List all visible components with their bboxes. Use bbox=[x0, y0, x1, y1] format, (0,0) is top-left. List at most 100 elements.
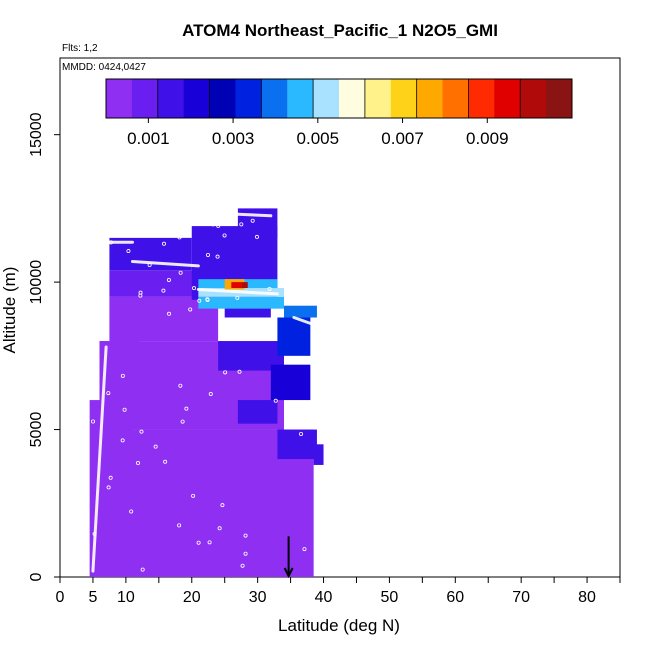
sample-point bbox=[106, 391, 111, 396]
y-tick-label: 0 bbox=[28, 572, 45, 581]
sample-point bbox=[192, 286, 197, 291]
sample-point bbox=[147, 263, 152, 268]
colorbar-border bbox=[105, 78, 573, 119]
x-tick-label: 50 bbox=[381, 589, 399, 606]
sample-point bbox=[210, 222, 215, 227]
sample-point bbox=[184, 406, 189, 411]
heatmap-cell bbox=[198, 296, 284, 309]
sample-point bbox=[166, 277, 171, 282]
y-axis-label: Altitude (m) bbox=[0, 267, 19, 354]
colorbar-tick-label: 0.001 bbox=[127, 129, 170, 148]
sample-point bbox=[122, 407, 127, 412]
colorbar-swatch bbox=[235, 79, 262, 118]
x-tick-label: 20 bbox=[183, 589, 201, 606]
x-tick-label: 70 bbox=[512, 589, 530, 606]
x-axis: 0 5 10 20 30 40 50 60 70 80 bbox=[56, 577, 621, 606]
sample-point bbox=[135, 461, 140, 466]
flight-tracks bbox=[91, 212, 312, 573]
x-tick-label: 10 bbox=[117, 589, 135, 606]
colorbar-swatch bbox=[442, 79, 469, 118]
sample-point bbox=[254, 234, 259, 239]
sample-point bbox=[205, 297, 210, 302]
x-tick-label: 30 bbox=[249, 589, 267, 606]
sample-point bbox=[197, 298, 202, 303]
sample-point bbox=[92, 236, 97, 241]
sample-point bbox=[129, 509, 134, 514]
x-tick-label: 40 bbox=[315, 589, 333, 606]
sample-point bbox=[163, 459, 168, 464]
sample-point bbox=[139, 429, 144, 434]
heatmap-cell bbox=[277, 317, 311, 356]
sample-point bbox=[153, 444, 158, 449]
colorbar-swatch bbox=[157, 79, 185, 118]
sample-point bbox=[140, 567, 145, 572]
y-tick-label: 5000 bbox=[28, 412, 45, 448]
sample-point bbox=[235, 295, 240, 300]
sample-point bbox=[217, 526, 222, 531]
sample-point bbox=[138, 290, 143, 295]
heatmap-cell bbox=[237, 208, 278, 238]
heatmap-cell bbox=[270, 364, 311, 401]
sample-point bbox=[120, 373, 125, 378]
sample-point bbox=[243, 533, 248, 538]
colorbar-swatch bbox=[390, 79, 418, 118]
flight-track bbox=[236, 212, 273, 218]
colorbar-swatch bbox=[131, 79, 159, 118]
sample-point bbox=[299, 431, 304, 436]
y-tick-label: 15000 bbox=[28, 112, 45, 157]
colorbar-swatch bbox=[261, 79, 288, 118]
sample-point bbox=[267, 287, 272, 292]
sample-point bbox=[106, 485, 111, 490]
chart-title: ATOM4 Northeast_Pacific_1 N2O5_GMI bbox=[182, 21, 498, 40]
sample-point bbox=[243, 551, 248, 556]
sample-point bbox=[215, 254, 220, 259]
heatmap-cell bbox=[277, 429, 317, 460]
sample-point bbox=[178, 383, 183, 388]
heatmap-cell bbox=[284, 305, 317, 318]
sample-point bbox=[191, 493, 196, 498]
sample-point bbox=[104, 298, 109, 303]
colorbar-swatch bbox=[287, 79, 314, 118]
heatmap-cell bbox=[237, 400, 278, 424]
colorbar-swatch bbox=[468, 79, 495, 118]
sample-point bbox=[250, 218, 255, 223]
heatmap-cell bbox=[241, 282, 248, 289]
x-tick-label: 60 bbox=[446, 589, 464, 606]
sample-point bbox=[180, 419, 185, 424]
sample-point bbox=[108, 475, 113, 480]
sample-point bbox=[177, 235, 182, 240]
colorbar-tick-label: 0.007 bbox=[381, 129, 424, 148]
heatmap-cells bbox=[89, 208, 324, 577]
colorbar-swatch bbox=[494, 79, 521, 118]
sample-point bbox=[177, 523, 182, 528]
sample-point bbox=[302, 547, 307, 552]
sample-point bbox=[167, 311, 172, 316]
colorbar-swatch bbox=[313, 79, 340, 118]
sample-point bbox=[91, 419, 96, 424]
location-arrowhead bbox=[283, 567, 294, 579]
colorbar-swatch bbox=[339, 79, 366, 118]
colorbar-swatch bbox=[520, 79, 547, 118]
heatmap-cell bbox=[313, 444, 324, 465]
sample-point bbox=[222, 233, 227, 238]
sample-point bbox=[216, 223, 221, 228]
sample-point bbox=[208, 392, 213, 397]
sample-point bbox=[273, 398, 278, 403]
sample-point bbox=[126, 249, 131, 254]
sample-point bbox=[120, 438, 125, 443]
sample-point bbox=[239, 222, 244, 227]
sample-point bbox=[178, 270, 183, 275]
sample-point bbox=[161, 241, 166, 246]
sample-point bbox=[240, 563, 245, 568]
x-tick-label: 80 bbox=[578, 589, 596, 606]
y-axis: 0 5000 10000 15000 bbox=[28, 112, 60, 581]
sample-point bbox=[207, 540, 212, 545]
colorbar-swatch bbox=[364, 79, 392, 118]
colorbar-tick-label: 0.009 bbox=[466, 129, 509, 148]
colorbar-swatch bbox=[183, 79, 211, 118]
x-tick-label: 5 bbox=[88, 589, 97, 606]
x-axis-label: Latitude (deg N) bbox=[278, 616, 400, 635]
heatmap-cell bbox=[231, 282, 242, 289]
annotations bbox=[283, 536, 294, 579]
